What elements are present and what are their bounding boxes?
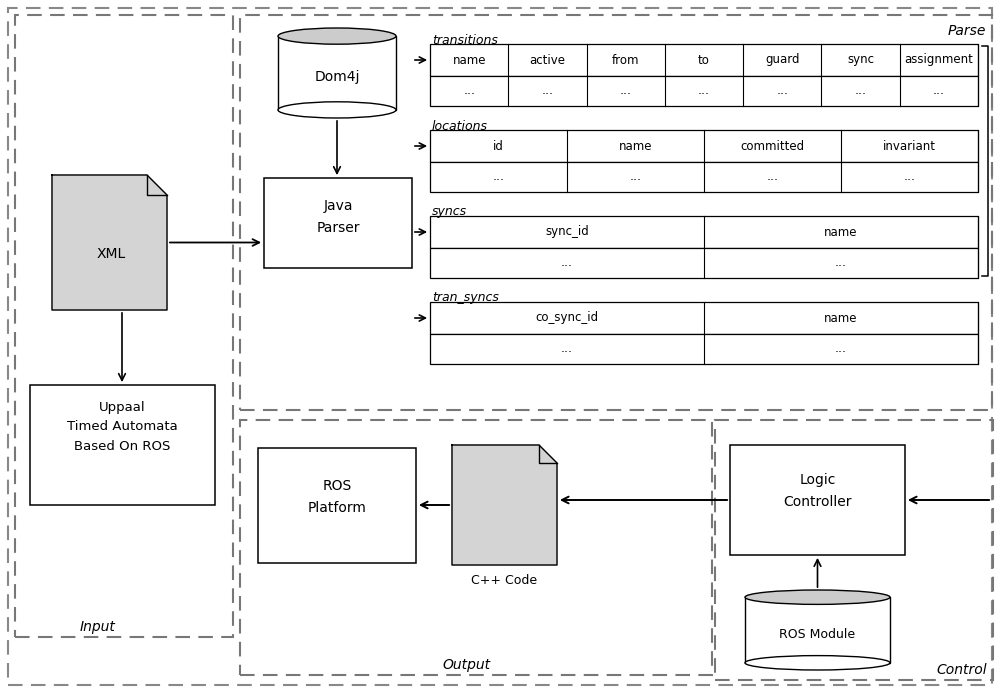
Text: co_sync_id: co_sync_id xyxy=(535,311,599,324)
Bar xyxy=(258,448,416,563)
Text: Dom4j: Dom4j xyxy=(314,70,360,84)
Ellipse shape xyxy=(745,590,890,604)
Bar xyxy=(430,248,978,278)
Text: name: name xyxy=(824,311,858,324)
Text: ...: ... xyxy=(767,170,778,184)
Text: guard: guard xyxy=(765,53,800,67)
Bar xyxy=(745,597,890,663)
Bar xyxy=(15,15,233,637)
Bar xyxy=(430,76,978,106)
Text: C++ Code: C++ Code xyxy=(471,574,538,586)
Text: ROS Module: ROS Module xyxy=(779,627,856,640)
Text: Java: Java xyxy=(323,199,353,213)
Bar xyxy=(430,162,978,192)
Text: Logic: Logic xyxy=(799,473,836,487)
Text: XML: XML xyxy=(97,247,126,261)
Bar xyxy=(278,36,396,110)
Text: Output: Output xyxy=(442,658,491,672)
Text: ...: ... xyxy=(463,85,475,98)
Bar xyxy=(430,130,978,162)
Text: sync: sync xyxy=(847,53,874,67)
Text: committed: committed xyxy=(740,139,805,152)
Text: ...: ... xyxy=(561,342,573,356)
Text: Based On ROS: Based On ROS xyxy=(74,441,171,453)
Text: ...: ... xyxy=(620,85,632,98)
Text: Parse: Parse xyxy=(948,24,986,38)
Text: active: active xyxy=(529,53,565,67)
Bar xyxy=(430,334,978,364)
Text: Control: Control xyxy=(936,663,987,677)
Text: to: to xyxy=(698,53,710,67)
Text: Controller: Controller xyxy=(783,495,852,509)
Text: Platform: Platform xyxy=(308,501,366,515)
Text: locations: locations xyxy=(432,119,488,132)
Bar xyxy=(264,178,412,268)
Text: ...: ... xyxy=(492,170,505,184)
Text: ...: ... xyxy=(835,256,847,270)
Polygon shape xyxy=(52,175,167,310)
Text: id: id xyxy=(493,139,504,152)
Text: ROS: ROS xyxy=(322,479,352,493)
Bar xyxy=(240,15,992,410)
Text: name: name xyxy=(452,53,486,67)
Bar xyxy=(715,420,993,680)
Text: ...: ... xyxy=(630,170,642,184)
Text: tran_syncs: tran_syncs xyxy=(432,292,499,304)
Text: transitions: transitions xyxy=(432,33,498,46)
Bar xyxy=(430,216,978,248)
Text: assignment: assignment xyxy=(904,53,973,67)
Text: name: name xyxy=(619,139,652,152)
Bar xyxy=(240,420,712,675)
Text: ...: ... xyxy=(855,85,867,98)
Ellipse shape xyxy=(278,28,396,44)
Bar xyxy=(430,302,978,334)
Text: from: from xyxy=(612,53,639,67)
Text: ...: ... xyxy=(904,170,916,184)
Text: ...: ... xyxy=(698,85,710,98)
Text: ...: ... xyxy=(561,256,573,270)
Text: ...: ... xyxy=(835,342,847,356)
Text: invariant: invariant xyxy=(883,139,936,152)
Text: Timed Automata: Timed Automata xyxy=(67,421,178,434)
Bar xyxy=(430,44,978,76)
Ellipse shape xyxy=(278,102,396,118)
Bar xyxy=(30,385,215,505)
Ellipse shape xyxy=(745,656,890,670)
Text: Parser: Parser xyxy=(316,221,360,235)
Text: syncs: syncs xyxy=(432,206,467,218)
Text: ...: ... xyxy=(776,85,788,98)
Text: Input: Input xyxy=(80,620,116,634)
Text: Uppaal: Uppaal xyxy=(99,401,146,414)
Polygon shape xyxy=(452,445,557,565)
Text: name: name xyxy=(824,225,858,238)
Bar xyxy=(730,445,905,555)
Text: sync_id: sync_id xyxy=(545,225,589,238)
Text: ...: ... xyxy=(933,85,945,98)
Text: ...: ... xyxy=(541,85,553,98)
